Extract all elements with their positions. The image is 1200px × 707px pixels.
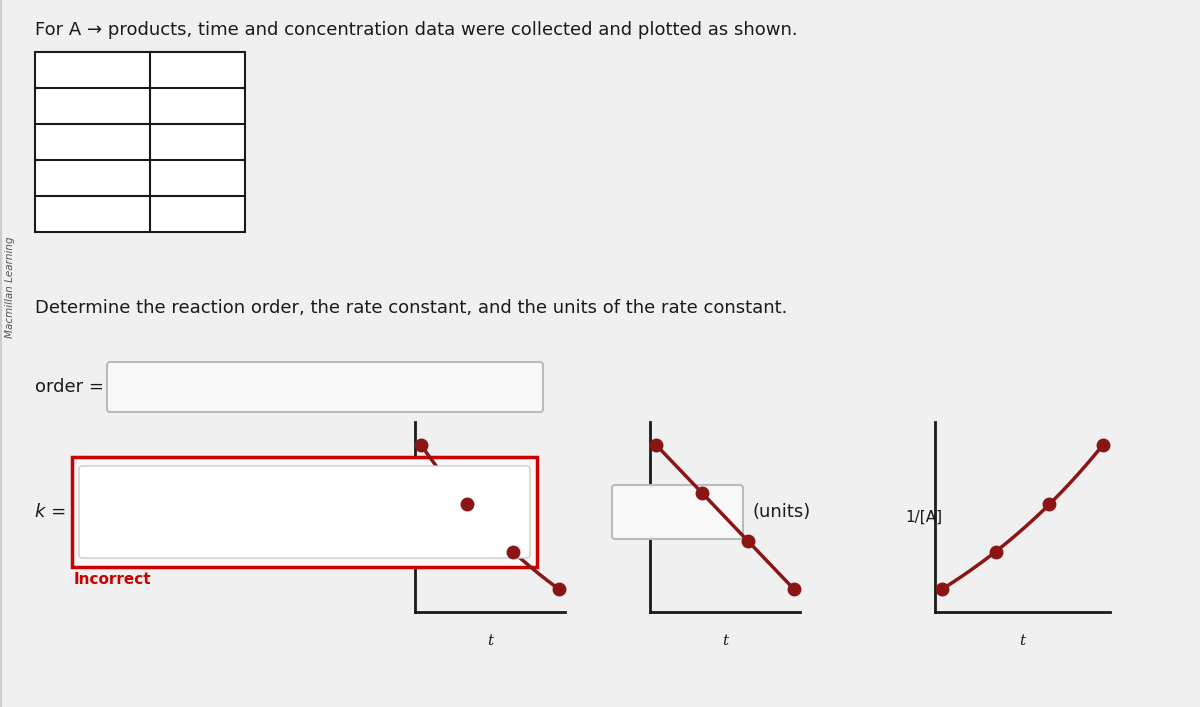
Text: [A] (M): [A] (M): [60, 61, 125, 79]
Text: 60.0: 60.0: [179, 169, 216, 187]
FancyBboxPatch shape: [612, 485, 743, 539]
Text: 2.6  ×10: 2.6 ×10: [100, 502, 197, 522]
Text: 0.376: 0.376: [68, 205, 116, 223]
FancyBboxPatch shape: [79, 466, 530, 558]
FancyBboxPatch shape: [107, 362, 542, 412]
Text: ln[A]: ln[A]: [620, 510, 656, 525]
Text: Macmillan Learning: Macmillan Learning: [5, 236, 16, 338]
Text: t: t: [722, 634, 728, 648]
Text: t: t: [487, 634, 493, 648]
Bar: [35, 52, 245, 232]
Text: 30.0: 30.0: [179, 133, 216, 151]
Text: [A]: [A]: [385, 510, 407, 525]
Text: −1: −1: [650, 496, 672, 510]
Text: For A → products, time and concentration data were collected and plotted as show: For A → products, time and concentration…: [35, 21, 798, 39]
Text: 1/[A]: 1/[A]: [905, 510, 942, 525]
Text: Determine the reaction order, the rate constant, and the units of the rate const: Determine the reaction order, the rate c…: [35, 299, 787, 317]
Text: 1: 1: [126, 378, 137, 396]
Text: t: t: [1020, 634, 1026, 648]
Text: −3: −3: [205, 494, 228, 510]
Text: t (s): t (s): [178, 61, 217, 79]
Bar: [72, 457, 538, 567]
Text: 0.473: 0.473: [68, 169, 116, 187]
Text: order =: order =: [35, 378, 104, 396]
Text: 0.750: 0.750: [68, 97, 116, 115]
Text: Incorrect: Incorrect: [74, 572, 151, 587]
Text: ▾: ▾: [722, 505, 730, 520]
Text: 0.596: 0.596: [68, 133, 116, 151]
Text: s: s: [637, 503, 647, 522]
Text: 90.0: 90.0: [179, 205, 216, 223]
Text: (units): (units): [752, 503, 810, 521]
Text: 00.0: 00.0: [179, 97, 216, 115]
Text: k =: k =: [35, 503, 66, 521]
